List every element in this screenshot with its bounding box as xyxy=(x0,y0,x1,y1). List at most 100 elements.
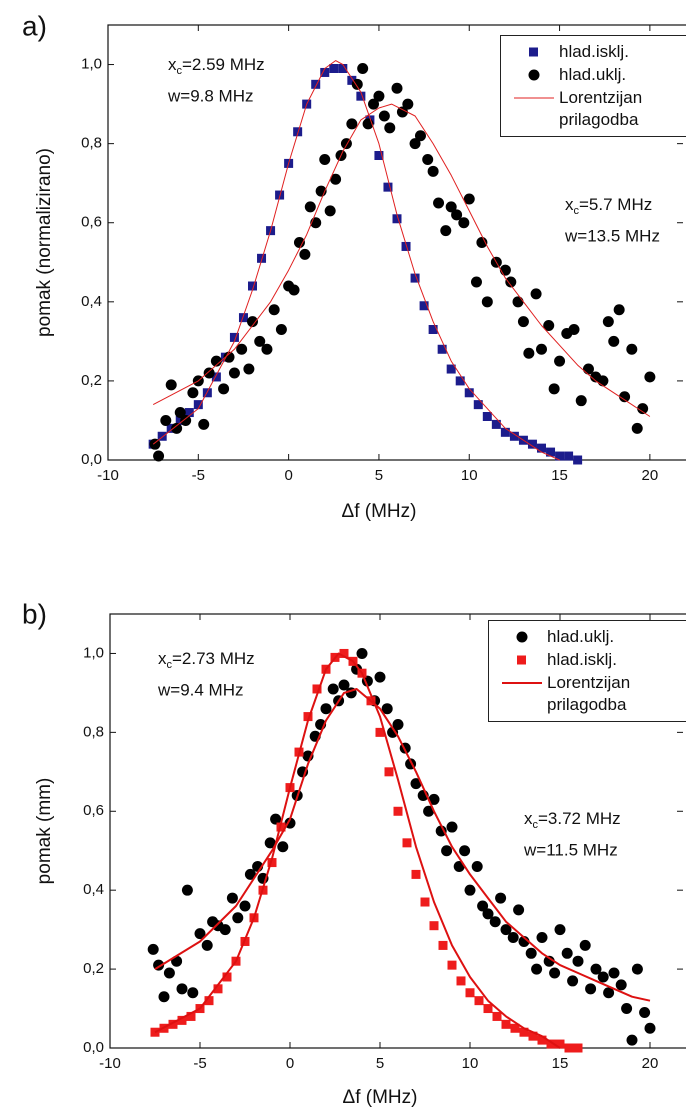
data-point xyxy=(229,332,239,342)
x-tick-label: 15 xyxy=(552,1055,569,1072)
data-point xyxy=(180,414,192,426)
annotation-subscript: c xyxy=(533,819,539,831)
data-point xyxy=(637,403,649,415)
data-point xyxy=(311,79,321,89)
data-point xyxy=(440,225,452,237)
x-tick-label: -5 xyxy=(193,1055,206,1072)
data-point xyxy=(293,237,305,248)
data-point xyxy=(338,64,348,73)
data-point xyxy=(201,939,213,951)
data-point xyxy=(527,439,537,449)
legend-symbol xyxy=(516,631,528,643)
x-tick-label: 10 xyxy=(462,1055,479,1072)
legend-item: hlad.isklj. xyxy=(497,649,680,671)
annotation-part: =3.72 MHz xyxy=(538,809,621,828)
data-point xyxy=(171,422,183,434)
data-point xyxy=(165,379,177,391)
data-point xyxy=(194,928,206,940)
data-point xyxy=(181,884,193,896)
annotation-subscript: c xyxy=(574,205,580,217)
data-point xyxy=(384,122,396,134)
data-point xyxy=(554,355,566,367)
annotation: w=9.4 MHz xyxy=(157,680,244,699)
data-point xyxy=(573,455,583,465)
x-tick-label: 0 xyxy=(284,467,292,484)
fit-line xyxy=(152,60,560,461)
data-point xyxy=(232,912,244,924)
data-point xyxy=(568,324,580,335)
annotation: w=13.5 MHz xyxy=(564,226,660,245)
data-point xyxy=(445,201,457,213)
data-point xyxy=(356,91,366,101)
data-point xyxy=(579,939,591,951)
data-point xyxy=(644,1022,656,1034)
data-point xyxy=(247,316,258,328)
legend-label: Lorentzijan prilagodba xyxy=(547,673,631,714)
annotation: xc=2.73 MHz xyxy=(158,649,255,670)
x-axis-label: Δf (MHz) xyxy=(342,501,417,522)
annotation-subscript: c xyxy=(167,659,173,671)
annotation-part: x xyxy=(524,809,533,828)
data-point xyxy=(537,443,546,453)
data-point xyxy=(401,241,411,251)
annotation-part: =5.7 MHz xyxy=(579,195,652,214)
data-point xyxy=(528,1031,538,1041)
data-point xyxy=(512,296,524,308)
data-point xyxy=(374,671,386,683)
data-point xyxy=(219,924,231,936)
data-point xyxy=(277,841,289,853)
data-point xyxy=(567,975,579,987)
annotation: xc=3.72 MHz xyxy=(524,809,621,830)
data-point xyxy=(330,173,342,185)
data-point xyxy=(374,151,384,160)
data-point xyxy=(631,422,643,434)
y-tick-label: 0,2 xyxy=(81,372,102,389)
data-point xyxy=(327,683,339,695)
data-point xyxy=(435,825,447,837)
data-point xyxy=(500,924,512,936)
data-point xyxy=(531,963,543,975)
y-tick-label: 0,6 xyxy=(81,214,102,231)
data-point xyxy=(536,343,547,355)
legend-label: hlad.uklj. xyxy=(559,65,627,84)
data-point xyxy=(414,130,426,142)
data-point xyxy=(203,367,215,379)
data-point xyxy=(244,868,256,880)
data-point xyxy=(482,412,492,421)
x-tick-label: 20 xyxy=(642,467,659,484)
legend-symbol xyxy=(528,69,540,81)
x-tick-label: 5 xyxy=(376,1055,384,1072)
data-point xyxy=(423,805,435,817)
data-point xyxy=(608,335,620,347)
annotation-subscript: c xyxy=(177,65,183,77)
data-point xyxy=(303,712,313,722)
data-point xyxy=(603,987,615,999)
fit-line xyxy=(152,103,651,417)
data-point xyxy=(391,82,403,94)
data-point xyxy=(513,904,525,916)
data-point xyxy=(248,281,257,291)
data-point xyxy=(222,972,232,982)
data-point xyxy=(275,324,287,335)
data-point xyxy=(564,451,574,461)
data-point xyxy=(602,316,614,328)
data-point xyxy=(320,67,330,77)
data-point xyxy=(329,64,339,73)
legend-item: hlad.isklj. xyxy=(509,41,680,63)
data-point xyxy=(226,892,238,904)
data-point xyxy=(464,388,474,398)
data-point xyxy=(429,921,439,931)
data-point xyxy=(523,347,535,359)
y-tick-label: 0,4 xyxy=(81,293,102,310)
data-point xyxy=(492,1011,502,1021)
data-point xyxy=(597,971,609,983)
legend-marker xyxy=(529,47,538,57)
data-point xyxy=(339,648,349,658)
data-point xyxy=(387,726,399,738)
data-point xyxy=(501,1019,511,1029)
data-point xyxy=(419,301,429,311)
annotation: w=11.5 MHz xyxy=(523,840,618,859)
data-point xyxy=(210,355,222,367)
data-point xyxy=(187,387,199,399)
